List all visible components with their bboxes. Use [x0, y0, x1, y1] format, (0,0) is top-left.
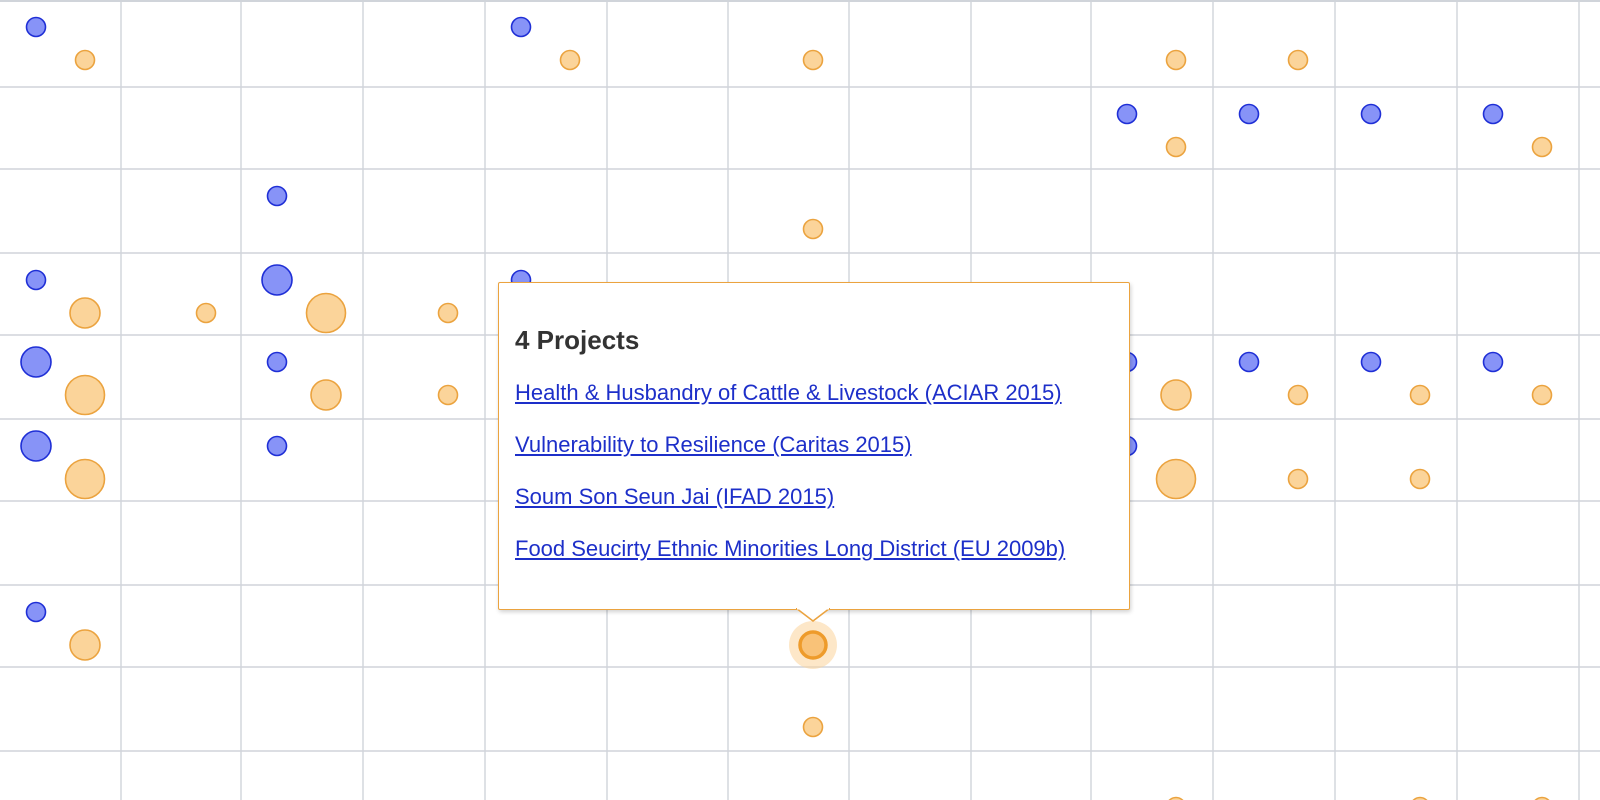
blue-project-dot[interactable] — [1360, 103, 1382, 125]
orange-project-dot[interactable] — [1167, 796, 1186, 800]
blue-project-dot[interactable] — [1238, 103, 1260, 125]
blue-project-dot[interactable] — [1238, 351, 1260, 373]
orange-project-dot[interactable] — [437, 302, 459, 324]
orange-project-dot[interactable] — [1531, 384, 1553, 406]
orange-project-dot[interactable] — [559, 49, 581, 71]
blue-project-dot[interactable] — [266, 185, 288, 207]
orange-project-dot[interactable] — [69, 297, 101, 329]
active-project-dot[interactable] — [798, 630, 828, 660]
projects-tooltip: 4 Projects Health & Husbandry of Cattle … — [498, 282, 1130, 610]
list-item: Soum Son Seun Jai (IFAD 2015) — [515, 482, 1113, 512]
orange-project-dot[interactable] — [305, 292, 347, 334]
orange-project-dot[interactable] — [1409, 384, 1431, 406]
list-item: Food Seucirty Ethnic Minorities Long Dis… — [515, 534, 1113, 564]
blue-project-dot[interactable] — [1116, 103, 1138, 125]
orange-project-dot[interactable] — [1531, 136, 1553, 158]
orange-project-dot[interactable] — [74, 49, 96, 71]
blue-project-dot[interactable] — [266, 435, 288, 457]
orange-project-dot[interactable] — [437, 384, 459, 406]
orange-project-dot[interactable] — [802, 218, 824, 240]
project-link[interactable]: Soum Son Seun Jai (IFAD 2015) — [515, 484, 835, 510]
list-item: Health & Husbandry of Cattle & Livestock… — [515, 378, 1113, 408]
orange-project-dot[interactable] — [195, 302, 217, 324]
orange-project-dot[interactable] — [1287, 468, 1309, 490]
orange-project-dot[interactable] — [1165, 49, 1187, 71]
blue-project-dot[interactable] — [20, 346, 52, 378]
project-link[interactable]: Vulnerability to Resilience (Caritas 201… — [515, 432, 912, 458]
orange-project-dot[interactable] — [802, 716, 824, 738]
list-item: Vulnerability to Resilience (Caritas 201… — [515, 430, 1113, 460]
orange-project-dot[interactable] — [1287, 49, 1309, 71]
blue-project-dot[interactable] — [266, 351, 288, 373]
blue-project-dot[interactable] — [1360, 351, 1382, 373]
orange-project-dot[interactable] — [1160, 379, 1192, 411]
blue-project-dot[interactable] — [20, 430, 52, 462]
blue-project-dot[interactable] — [1482, 351, 1504, 373]
orange-project-dot[interactable] — [64, 458, 106, 500]
blue-project-dot[interactable] — [25, 269, 47, 291]
orange-project-dot[interactable] — [1409, 468, 1431, 490]
tooltip-project-list: Health & Husbandry of Cattle & Livestock… — [515, 378, 1113, 564]
orange-project-dot[interactable] — [802, 49, 824, 71]
orange-project-dot[interactable] — [1287, 384, 1309, 406]
tooltip-title: 4 Projects — [515, 325, 640, 355]
orange-project-dot[interactable] — [1411, 796, 1430, 800]
blue-project-dot[interactable] — [510, 16, 532, 38]
tooltip-pointer — [796, 608, 830, 622]
blue-project-dot[interactable] — [1482, 103, 1504, 125]
blue-project-dot[interactable] — [25, 16, 47, 38]
orange-project-dot[interactable] — [69, 629, 101, 661]
blue-project-dot[interactable] — [261, 264, 293, 296]
orange-project-dot[interactable] — [1533, 796, 1552, 800]
orange-project-dot[interactable] — [1155, 458, 1197, 500]
blue-project-dot[interactable] — [25, 601, 47, 623]
orange-project-dot[interactable] — [310, 379, 342, 411]
orange-project-dot[interactable] — [1165, 136, 1187, 158]
orange-project-dot[interactable] — [64, 374, 106, 416]
project-link[interactable]: Health & Husbandry of Cattle & Livestock… — [515, 380, 1062, 406]
project-link[interactable]: Food Seucirty Ethnic Minorities Long Dis… — [515, 536, 1066, 562]
